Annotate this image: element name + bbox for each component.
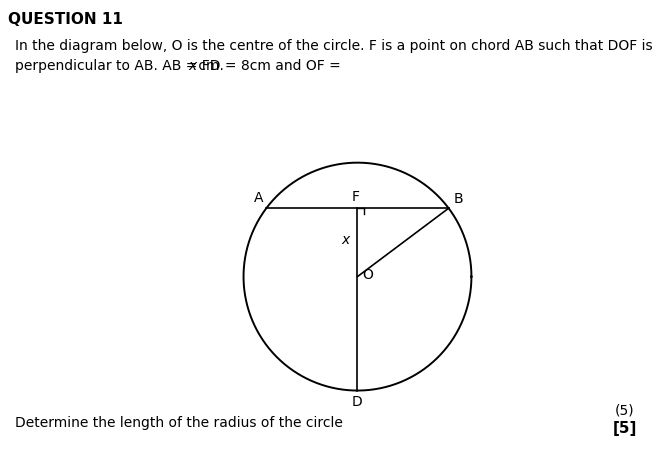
Text: Determine the length of the radius of the circle: Determine the length of the radius of th…: [15, 416, 342, 430]
Text: perpendicular to AB. AB = FD = 8cm and OF =: perpendicular to AB. AB = FD = 8cm and O…: [15, 59, 345, 72]
Text: B: B: [453, 192, 463, 206]
Text: x: x: [341, 233, 350, 247]
Text: F: F: [352, 190, 359, 204]
Text: x: x: [188, 59, 196, 72]
Text: cm.: cm.: [194, 59, 224, 72]
Text: D: D: [352, 395, 363, 409]
Text: O: O: [363, 268, 373, 283]
Text: (5): (5): [614, 403, 634, 417]
Text: In the diagram below, O is the centre of the circle. F is a point on chord AB su: In the diagram below, O is the centre of…: [15, 39, 652, 53]
Text: QUESTION 11: QUESTION 11: [8, 12, 123, 27]
Text: [5]: [5]: [613, 420, 638, 436]
Text: A: A: [254, 191, 263, 205]
